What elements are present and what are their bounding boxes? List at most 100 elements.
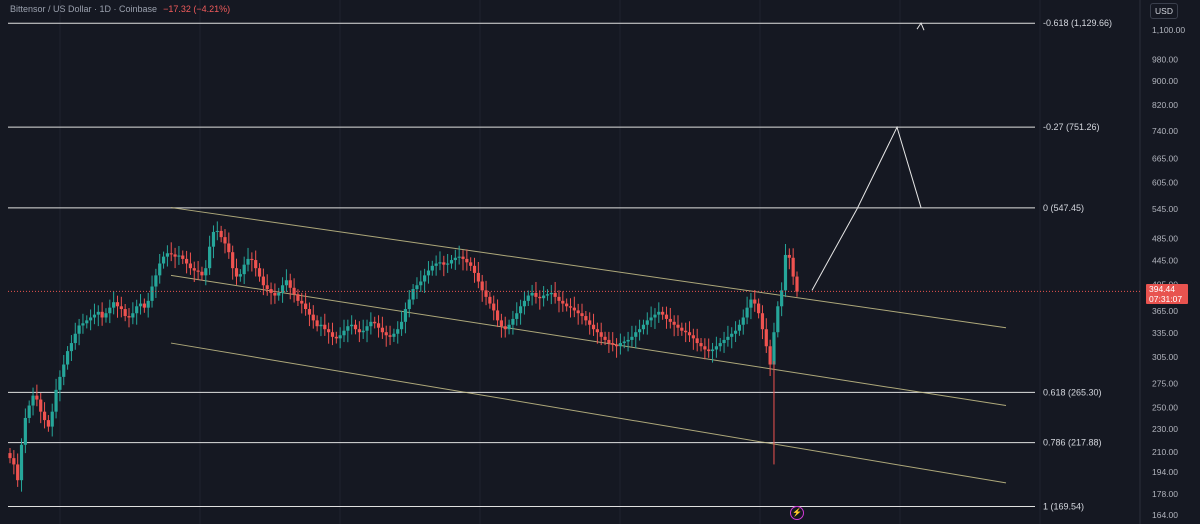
- candle-body: [576, 310, 580, 314]
- candle: [753, 290, 757, 312]
- symbol-title: Bittensor / US Dollar · 1D · Coinbase: [10, 4, 158, 14]
- candle-body: [768, 346, 772, 365]
- candle-body: [16, 464, 20, 481]
- candle: [192, 261, 196, 283]
- candle: [522, 291, 527, 315]
- candle: [730, 327, 734, 349]
- candle: [177, 246, 181, 265]
- candle-body: [469, 262, 473, 266]
- candle-body: [396, 329, 400, 334]
- candle: [215, 221, 219, 241]
- candle: [89, 309, 93, 331]
- candle-body: [323, 324, 327, 330]
- candle-body: [472, 265, 477, 273]
- candle-body: [603, 336, 607, 340]
- candle: [269, 282, 273, 305]
- candle: [85, 315, 89, 329]
- candle-body: [772, 332, 776, 365]
- candle-body: [342, 330, 346, 336]
- candle: [565, 298, 569, 312]
- candle: [242, 256, 246, 285]
- candle: [476, 261, 480, 289]
- channel-line: [170, 342, 1007, 484]
- fib-label: 0 (547.45): [1043, 203, 1084, 213]
- candle-body: [69, 343, 74, 352]
- candle-body: [549, 292, 553, 295]
- candle-body: [200, 271, 204, 276]
- candle: [8, 448, 12, 464]
- candle: [733, 321, 738, 343]
- candle-body: [142, 303, 146, 308]
- y-tick-label: 665.00: [1152, 153, 1178, 163]
- candle: [350, 315, 354, 335]
- candle-body: [726, 336, 730, 340]
- candle-body: [135, 306, 139, 314]
- candle: [757, 298, 761, 319]
- candle: [388, 325, 392, 346]
- candle: [396, 321, 400, 344]
- candle: [511, 310, 515, 335]
- flash-icon[interactable]: ⚡: [790, 506, 804, 520]
- candle-body: [634, 332, 638, 337]
- y-tick-label: 250.00: [1152, 403, 1178, 413]
- candle: [653, 308, 657, 329]
- candle-body: [365, 326, 369, 331]
- currency-button[interactable]: USD: [1150, 3, 1178, 19]
- y-tick-label: 485.00: [1152, 234, 1178, 244]
- candle: [695, 328, 699, 352]
- candle-body: [718, 343, 722, 347]
- bar-countdown: 07:31:07: [1149, 294, 1183, 304]
- candle-body: [288, 280, 292, 288]
- candle-body: [234, 268, 239, 277]
- candle: [208, 235, 212, 275]
- candle: [280, 277, 285, 303]
- candle-body: [65, 351, 70, 365]
- y-tick-label: 275.00: [1152, 378, 1178, 388]
- candle-body: [672, 321, 676, 325]
- symbol-legend[interactable]: Bittensor / US Dollar · 1D · Coinbase −17…: [10, 4, 230, 14]
- candle: [480, 274, 484, 302]
- candle-body: [31, 395, 35, 406]
- price-axis[interactable]: 1,100.00 980.00 900.00 820.00 740.00 665.00 60…: [1152, 25, 1185, 520]
- candle-body: [484, 290, 488, 297]
- candle-body: [184, 258, 189, 264]
- candle: [518, 299, 523, 325]
- candle-body: [741, 317, 745, 325]
- candle: [661, 306, 665, 320]
- channel-line: [170, 274, 1007, 407]
- candle: [499, 313, 503, 338]
- candle-body: [246, 258, 250, 265]
- candle-body: [545, 294, 550, 296]
- candle-body: [211, 231, 216, 247]
- y-tick-label: 445.00: [1152, 256, 1178, 266]
- candle: [638, 319, 642, 341]
- candle-body: [461, 256, 465, 259]
- fib-label: 1 (169.54): [1043, 502, 1084, 512]
- candle: [526, 290, 530, 307]
- candle-body: [62, 364, 66, 377]
- fib-label: -0.27 (751.26): [1043, 122, 1100, 132]
- candle: [188, 252, 193, 275]
- candle-body: [380, 327, 384, 333]
- candle-body: [499, 320, 503, 327]
- candle-body: [591, 324, 596, 330]
- candle-body: [242, 264, 246, 275]
- candle: [219, 225, 223, 243]
- candle: [65, 346, 70, 370]
- candle-body: [215, 230, 219, 232]
- candle: [246, 247, 250, 272]
- candle-body: [676, 324, 680, 328]
- candle-body: [733, 330, 738, 334]
- candle-body: [438, 262, 442, 264]
- candle: [231, 245, 235, 280]
- candle: [196, 261, 200, 281]
- candle-body: [542, 295, 546, 299]
- candle: [403, 302, 408, 334]
- y-tick-label: 164.00: [1152, 510, 1178, 520]
- candle: [726, 325, 730, 347]
- candle: [292, 278, 296, 303]
- candle-body: [373, 321, 377, 324]
- candle: [123, 303, 127, 322]
